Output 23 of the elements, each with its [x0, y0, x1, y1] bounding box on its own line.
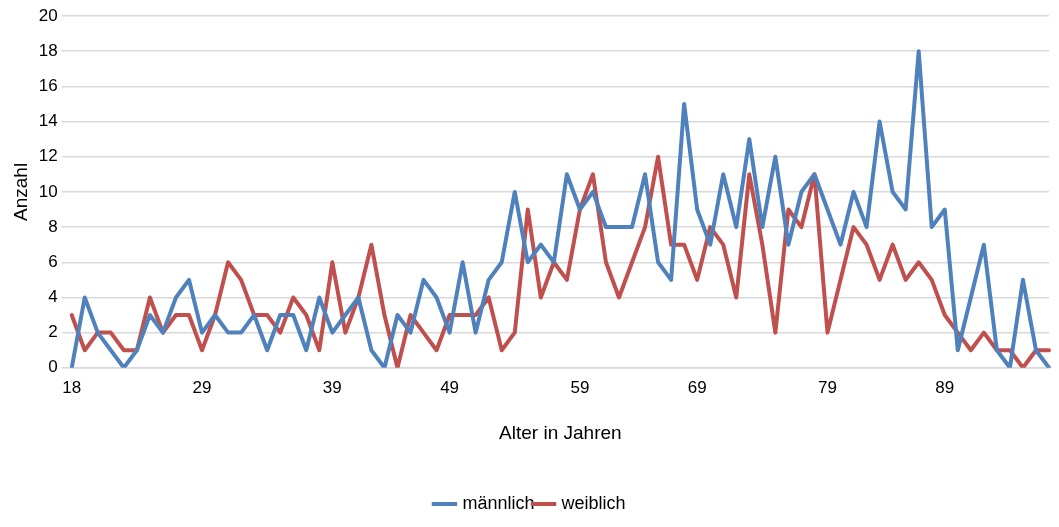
y-tick-label: 6 [48, 251, 58, 271]
x-tick-label: 69 [687, 377, 707, 397]
x-tick-label: 29 [192, 377, 212, 397]
y-tick-label: 14 [38, 111, 58, 131]
legend-label: weiblich [560, 492, 626, 513]
x-tick-label: 59 [570, 377, 590, 397]
y-tick-label: 8 [48, 216, 58, 236]
y-tick-label: 16 [38, 76, 58, 96]
x-tick-label: 39 [322, 377, 342, 397]
x-tick-label: 49 [440, 377, 460, 397]
y-tick-label: 0 [48, 357, 58, 377]
legend-label: männlich [462, 492, 535, 513]
y-tick-label: 2 [48, 322, 58, 342]
y-tick-label: 20 [38, 5, 58, 25]
x-tick-label: 79 [818, 377, 837, 397]
y-tick-label: 12 [38, 146, 58, 166]
y-tick-label: 18 [38, 40, 58, 60]
y-tick-label: 10 [38, 181, 58, 201]
y-axis-title: Anzahl [9, 162, 31, 221]
y-tick-label: 4 [48, 287, 58, 307]
x-axis-title: Alter in Jahren [499, 421, 622, 443]
x-tick-label: 18 [62, 377, 82, 397]
x-tick-label: 89 [935, 377, 955, 397]
